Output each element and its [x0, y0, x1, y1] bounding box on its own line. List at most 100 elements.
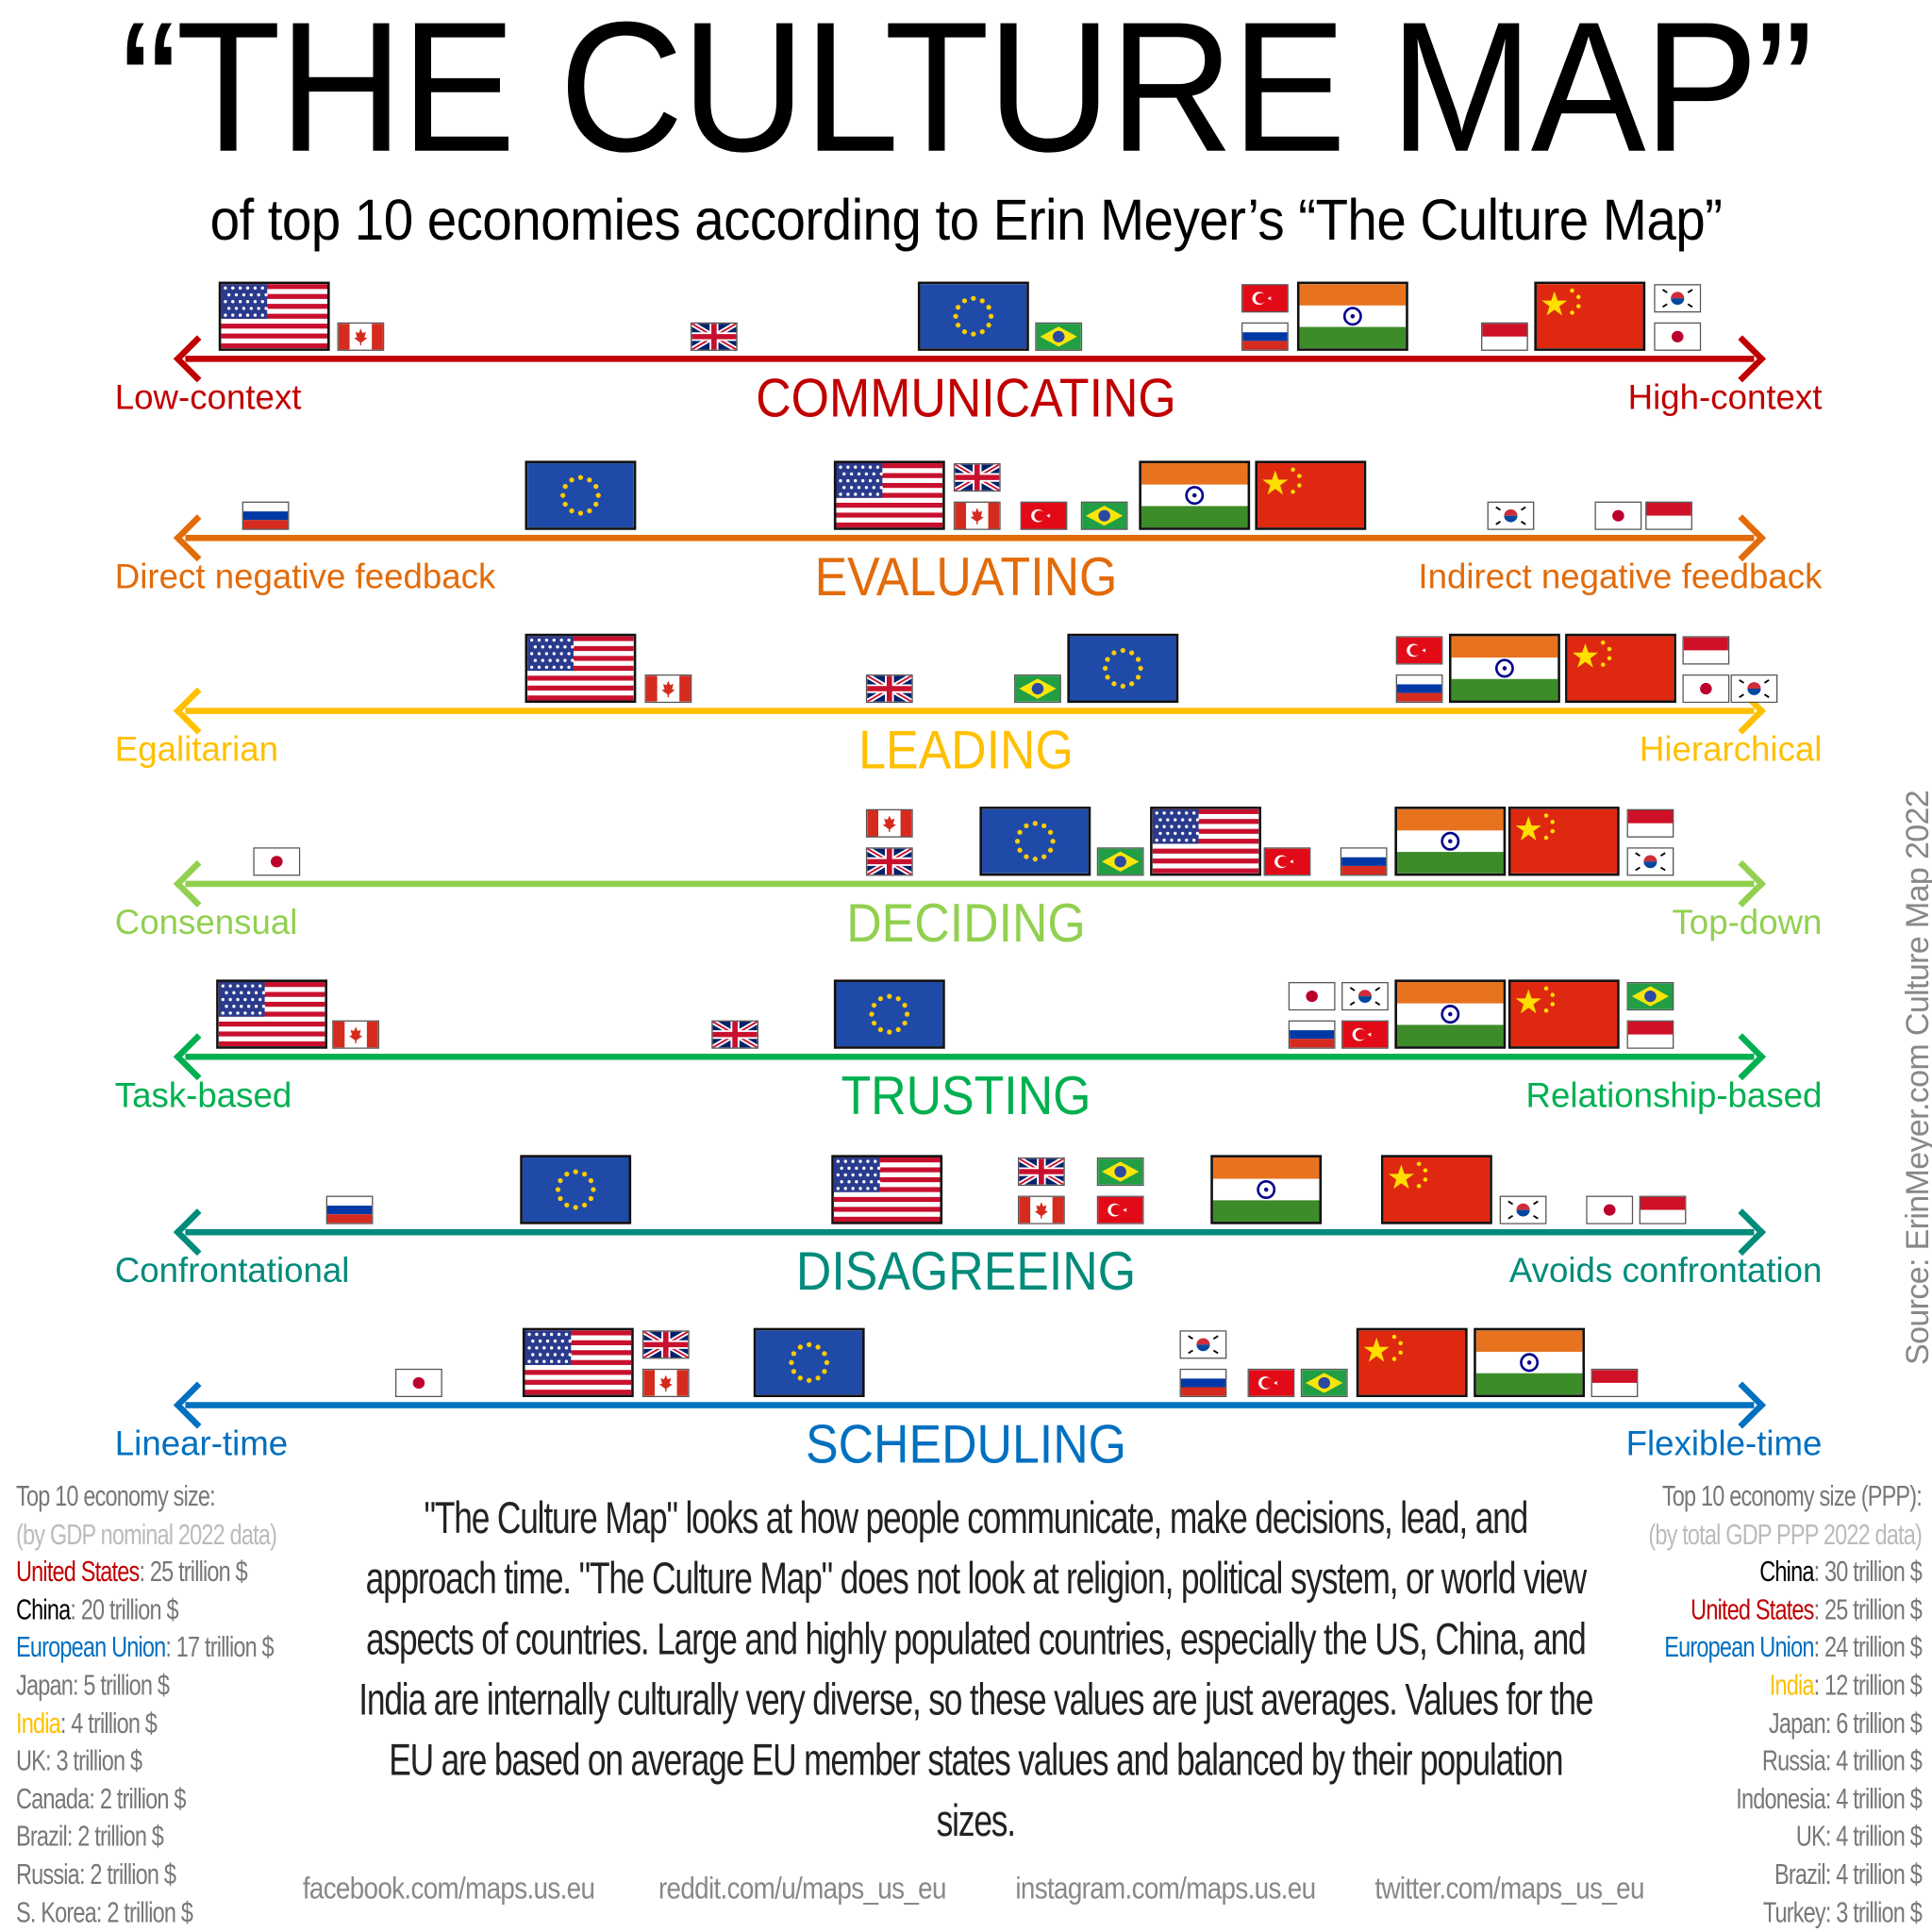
- legend-item: Turkey: 3 trillion $: [1763, 1895, 1923, 1928]
- flag-tr-icon: [1341, 1020, 1389, 1049]
- scale-deciding: DECIDING Consensual Top-down: [0, 797, 1932, 970]
- flag-uk-icon: [866, 674, 913, 704]
- flag-tr-icon: [1247, 1368, 1295, 1397]
- flag-jp-icon: [395, 1368, 443, 1397]
- arrow-left-icon: [173, 687, 221, 735]
- flag-kr-icon: [1487, 501, 1535, 530]
- axis-arrow: [173, 514, 1766, 562]
- legend-item: Brazil: 4 trillion $: [1774, 1857, 1924, 1890]
- left-pole-label: Egalitarian: [114, 729, 279, 769]
- right-pole-label: Top-down: [1672, 903, 1823, 941]
- axis-arrow: [173, 335, 1766, 383]
- flag-cn-icon: [1254, 460, 1366, 530]
- legend-heading: Top 10 economy size (PPP):: [1662, 1479, 1923, 1512]
- flag-uk-icon: [710, 1020, 758, 1049]
- dimension-title: DISAGREEING: [795, 1241, 1137, 1303]
- country-name: UK: [1796, 1820, 1826, 1853]
- right-pole-label: Avoids confrontation: [1508, 1251, 1823, 1291]
- axis-arrow: [173, 687, 1766, 735]
- economy-value: 5 trillion $: [83, 1669, 170, 1702]
- legend-gdp-ppp: Top 10 economy size (PPP): (by total GDP…: [1649, 1477, 1923, 1931]
- economy-value: 20 trillion $: [80, 1592, 179, 1625]
- flag-ca-icon: [954, 501, 1002, 530]
- main-title: “THE CULTURE MAP”: [120, 0, 1814, 191]
- arrow-left-icon: [173, 1381, 221, 1429]
- scale-evaluating: EVALUATING Direct negative feedback Indi…: [0, 451, 1932, 624]
- dimension-title: DECIDING: [846, 892, 1086, 954]
- right-pole-label: Hierarchical: [1639, 729, 1823, 769]
- flag-cn-icon: [1533, 281, 1645, 351]
- economy-value: 2 trillion $: [90, 1857, 176, 1890]
- flag-in-icon: [1474, 1327, 1586, 1397]
- flag-eu-icon: [520, 1155, 632, 1224]
- economy-value: 4 trillion $: [71, 1707, 158, 1740]
- flag-ru-icon: [326, 1195, 374, 1224]
- country-name: India: [1770, 1669, 1815, 1702]
- arrow-left-icon: [173, 1033, 221, 1081]
- left-pole-label: Low-context: [114, 377, 302, 417]
- country-name: Indonesia: [1736, 1782, 1826, 1815]
- economy-value: 24 trillion $: [1824, 1630, 1924, 1664]
- scale-disagreeing: DISAGREEING Confrontational Avoids confr…: [0, 1145, 1932, 1318]
- flag-us-icon: [1149, 807, 1261, 876]
- flag-ca-icon: [644, 674, 692, 704]
- flag-us-icon: [834, 460, 946, 530]
- flag-eu-icon: [979, 807, 1091, 876]
- flag-id-icon: [1591, 1368, 1639, 1397]
- flag-id-icon: [1626, 1020, 1674, 1049]
- dimension-title: SCHEDULING: [805, 1414, 1126, 1475]
- flag-br-icon: [1096, 1157, 1144, 1187]
- flag-id-icon: [1681, 636, 1729, 665]
- flag-ru-icon: [242, 501, 290, 530]
- instagram-link[interactable]: instagram.com/maps.us.eu: [1015, 1871, 1316, 1907]
- dimension-title: TRUSTING: [841, 1066, 1091, 1127]
- economy-value: 4 trillion $: [1836, 1782, 1924, 1815]
- reddit-link[interactable]: reddit.com/u/maps_us_eu: [658, 1871, 946, 1907]
- facebook-link[interactable]: facebook.com/maps.us.eu: [302, 1871, 595, 1907]
- flag-id-icon: [1645, 501, 1693, 530]
- legend-item: European Union: 24 trillion $: [1664, 1630, 1924, 1664]
- right-pole-label: High-context: [1627, 377, 1823, 417]
- flag-jp-icon: [1586, 1195, 1634, 1224]
- twitter-link[interactable]: twitter.com/maps_us_eu: [1374, 1871, 1644, 1907]
- axis-arrow: [173, 859, 1766, 908]
- flag-uk-icon: [690, 322, 738, 351]
- left-pole-label: Consensual: [114, 903, 298, 941]
- flag-ca-icon: [332, 1020, 380, 1049]
- economy-value: 25 trillion $: [1824, 1592, 1924, 1625]
- country-name: Japan: [16, 1669, 74, 1702]
- description-paragraph: "The Culture Map" looks at how people co…: [358, 1491, 1593, 1846]
- flag-kr-icon: [1730, 674, 1778, 704]
- flag-eu-icon: [525, 460, 637, 530]
- axis-arrow: [173, 1381, 1766, 1429]
- flag-cn-icon: [1381, 1155, 1493, 1224]
- flag-jp-icon: [1681, 674, 1729, 704]
- flag-uk-icon: [641, 1330, 690, 1359]
- axis-arrow: [173, 1208, 1766, 1257]
- arrow-left-icon: [173, 1208, 221, 1257]
- left-pole-label: Direct negative feedback: [114, 557, 496, 596]
- arrow-right-icon: [1718, 1033, 1766, 1081]
- economy-value: 2 trillion $: [77, 1820, 164, 1853]
- legend-item: S. Korea: 2 trillion $: [16, 1895, 193, 1928]
- legend-item: Brazil: 2 trillion $: [16, 1820, 164, 1853]
- country-name: European Union: [1664, 1630, 1815, 1664]
- flag-ru-icon: [1396, 674, 1444, 704]
- economy-value: 3 trillion $: [56, 1744, 142, 1777]
- arrow-left-icon: [173, 859, 221, 908]
- legend-item: China: 30 trillion $: [1759, 1555, 1924, 1588]
- flag-in-icon: [1393, 807, 1506, 876]
- country-name: United States: [16, 1555, 140, 1588]
- country-name: Brazil: [1774, 1857, 1827, 1890]
- legend-item: UK: 3 trillion $: [16, 1744, 142, 1777]
- country-name: China: [16, 1592, 71, 1625]
- flag-br-icon: [1081, 501, 1128, 530]
- flag-cn-icon: [1565, 633, 1676, 704]
- flag-eu-icon: [917, 281, 1029, 351]
- scale-trusting: TRUSTING Task-based Relationship-based: [0, 970, 1932, 1142]
- economy-value: 12 trillion $: [1824, 1669, 1924, 1702]
- legend-item: Russia: 4 trillion $: [1762, 1744, 1923, 1777]
- right-pole-label: Relationship-based: [1525, 1075, 1823, 1115]
- flag-us-icon: [219, 281, 331, 351]
- flag-tr-icon: [1020, 501, 1067, 530]
